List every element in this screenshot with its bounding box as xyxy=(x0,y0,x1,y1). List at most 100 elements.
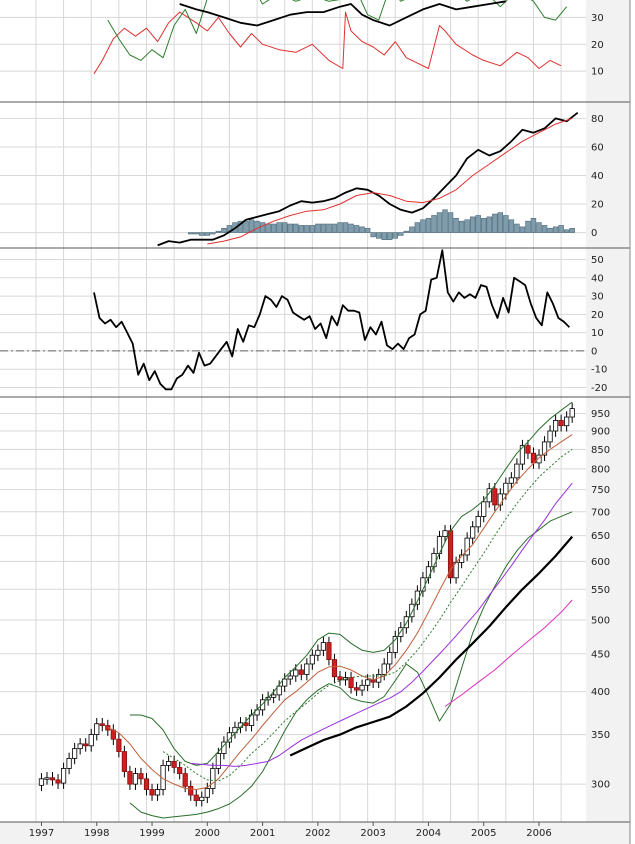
candle-down xyxy=(171,760,177,768)
candle-up xyxy=(365,679,371,686)
histogram-bar xyxy=(486,216,492,233)
candle-up xyxy=(204,788,210,798)
histogram-bar xyxy=(569,228,575,233)
price-y-tick-label: 950 xyxy=(591,409,610,420)
histogram-bar xyxy=(309,225,316,233)
price-ma_magenta-series-line xyxy=(444,599,573,707)
candle-up xyxy=(552,420,559,432)
x-tick-label: 2006 xyxy=(526,828,551,839)
histogram-bar xyxy=(282,222,288,233)
histogram-bar xyxy=(563,229,570,233)
candle-down xyxy=(83,743,89,747)
price-y-tick-label: 650 xyxy=(591,531,610,542)
candle-up xyxy=(293,669,299,677)
histogram-bar xyxy=(348,223,354,233)
oscillator-mid-y-tick-label: 20 xyxy=(591,200,604,211)
candle-up xyxy=(276,685,282,696)
price-ma_purple-series-line xyxy=(190,482,573,767)
candle-up xyxy=(287,675,293,680)
histogram-bar xyxy=(387,232,393,241)
momentum-y-tick-label: 20 xyxy=(591,310,604,321)
histogram-bar xyxy=(370,232,376,238)
candle-up xyxy=(508,477,514,484)
candle-down xyxy=(143,778,150,790)
candle-up xyxy=(503,482,509,495)
candle-down xyxy=(116,738,122,752)
x-tick-label: 2001 xyxy=(250,828,275,839)
price-ma_green_dotted-series-line xyxy=(162,448,573,782)
histogram-bar xyxy=(541,225,548,233)
histogram-bar xyxy=(210,232,216,235)
histogram-bar xyxy=(331,223,338,233)
candle-down xyxy=(348,677,354,689)
candle-up xyxy=(38,778,45,786)
candle-up xyxy=(282,678,288,687)
histogram-bar xyxy=(453,218,459,233)
histogram-bar xyxy=(514,223,520,233)
histogram-bar xyxy=(475,215,481,233)
price-y-tick-label: 350 xyxy=(591,730,610,741)
x-tick-label: 2000 xyxy=(195,828,220,839)
candle-up xyxy=(199,796,205,802)
y-axis-strip xyxy=(586,0,630,822)
histogram-bar xyxy=(353,225,360,233)
candle-up xyxy=(425,566,432,579)
histogram-bar xyxy=(392,232,398,239)
histogram-bar xyxy=(326,223,332,233)
x-tick-label: 2005 xyxy=(471,828,496,839)
price-y-tick-label: 750 xyxy=(591,485,610,496)
oscillator-mid-y-tick-label: 0 xyxy=(591,228,597,239)
histogram-bar xyxy=(276,222,282,233)
candle-up xyxy=(132,773,139,785)
momentum-y-tick-label: -20 xyxy=(591,383,607,394)
oscillator-mid-y-tick-label: 80 xyxy=(591,114,604,125)
candle-down xyxy=(49,777,56,781)
candle-down xyxy=(127,771,133,785)
price-y-tick-label: 450 xyxy=(591,649,610,660)
histogram-bar xyxy=(254,220,260,233)
candle-down xyxy=(331,659,338,678)
momentum-y-tick-label: 30 xyxy=(591,292,604,303)
histogram-bar xyxy=(530,218,537,233)
candle-up xyxy=(166,760,172,766)
histogram-bar xyxy=(342,222,349,233)
candle-up xyxy=(60,768,67,784)
histogram-bar xyxy=(403,230,410,233)
price-bb_lower-series-line xyxy=(129,511,573,819)
momentum-y-tick-label: -10 xyxy=(591,365,607,376)
price-y-tick-label: 300 xyxy=(591,780,610,791)
price-y-tick-label: 600 xyxy=(591,557,610,568)
histogram-bar xyxy=(359,226,365,233)
candle-down xyxy=(525,445,531,454)
x-tick-label: 2003 xyxy=(360,828,385,839)
candle-up xyxy=(315,649,321,656)
histogram-bar xyxy=(492,213,498,233)
price-y-tick-label: 400 xyxy=(591,687,610,698)
candle-down xyxy=(298,669,304,675)
candle-up xyxy=(359,684,365,691)
candle-up xyxy=(519,445,526,465)
x-tick-label: 2002 xyxy=(305,828,330,839)
oscillator-top-green-series-line xyxy=(107,0,568,61)
oscillator-mid-red-series-line xyxy=(207,117,573,245)
oscillator-top-y-tick-label: 30 xyxy=(591,13,604,24)
momentum-black-series-line xyxy=(93,249,571,391)
x-tick-label: 2004 xyxy=(416,828,441,839)
candle-up xyxy=(44,777,50,780)
histogram-bar xyxy=(215,230,222,233)
price-y-tick-label: 900 xyxy=(591,427,610,438)
histogram-bar xyxy=(525,220,531,233)
candle-up xyxy=(271,694,277,698)
histogram-bar xyxy=(508,219,515,233)
candle-down xyxy=(447,530,454,579)
candle-up xyxy=(536,454,542,464)
candle-down xyxy=(110,729,116,740)
candle-up xyxy=(464,537,470,556)
price-y-tick-label: 500 xyxy=(591,615,610,626)
histogram-bar xyxy=(204,232,211,236)
candle-up xyxy=(409,603,415,618)
histogram-bar xyxy=(558,225,564,233)
histogram-bar xyxy=(265,223,271,233)
candle-up xyxy=(481,501,487,517)
